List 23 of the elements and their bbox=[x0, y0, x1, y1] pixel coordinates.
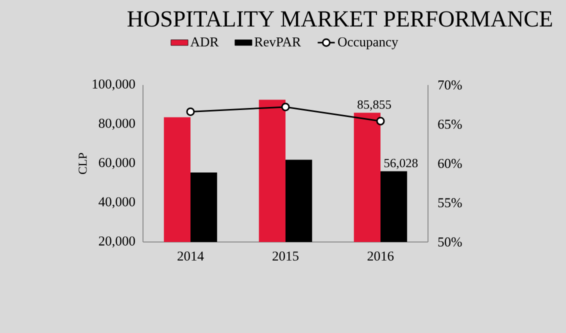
x-tick-label: 2016 bbox=[368, 252, 394, 261]
y-axis-title: CLP bbox=[78, 152, 87, 174]
chart-title: HOSPITALITY MARKET PERFORMANCE bbox=[128, 11, 552, 27]
x-tick-label: 2015 bbox=[272, 252, 298, 261]
y-tick-label: 100,000 bbox=[92, 79, 135, 91]
data-label: 85,855 bbox=[358, 100, 391, 111]
y-tick-label: 40,000 bbox=[98, 197, 135, 208]
y2-tick-label: 60% bbox=[438, 158, 462, 168]
y-tick-label: 80,000 bbox=[98, 118, 135, 130]
point bbox=[376, 116, 385, 126]
y-tick-label: 60,000 bbox=[98, 158, 135, 170]
point bbox=[281, 102, 290, 112]
y2-tick-label: 50% bbox=[438, 237, 462, 247]
x-tick-label: 2014 bbox=[178, 252, 204, 261]
y2-tick-label: 70% bbox=[438, 80, 462, 90]
point bbox=[186, 107, 195, 116]
legend-label: ADR bbox=[190, 37, 219, 46]
y2-tick-label: 65% bbox=[438, 120, 462, 129]
y-tick-label: 20,000 bbox=[98, 236, 135, 248]
y2-tick-label: 55% bbox=[438, 198, 462, 208]
legend-label: RevPAR bbox=[254, 37, 301, 46]
data-label: 56,028 bbox=[384, 158, 418, 170]
legend-label: Occupancy bbox=[338, 37, 398, 50]
